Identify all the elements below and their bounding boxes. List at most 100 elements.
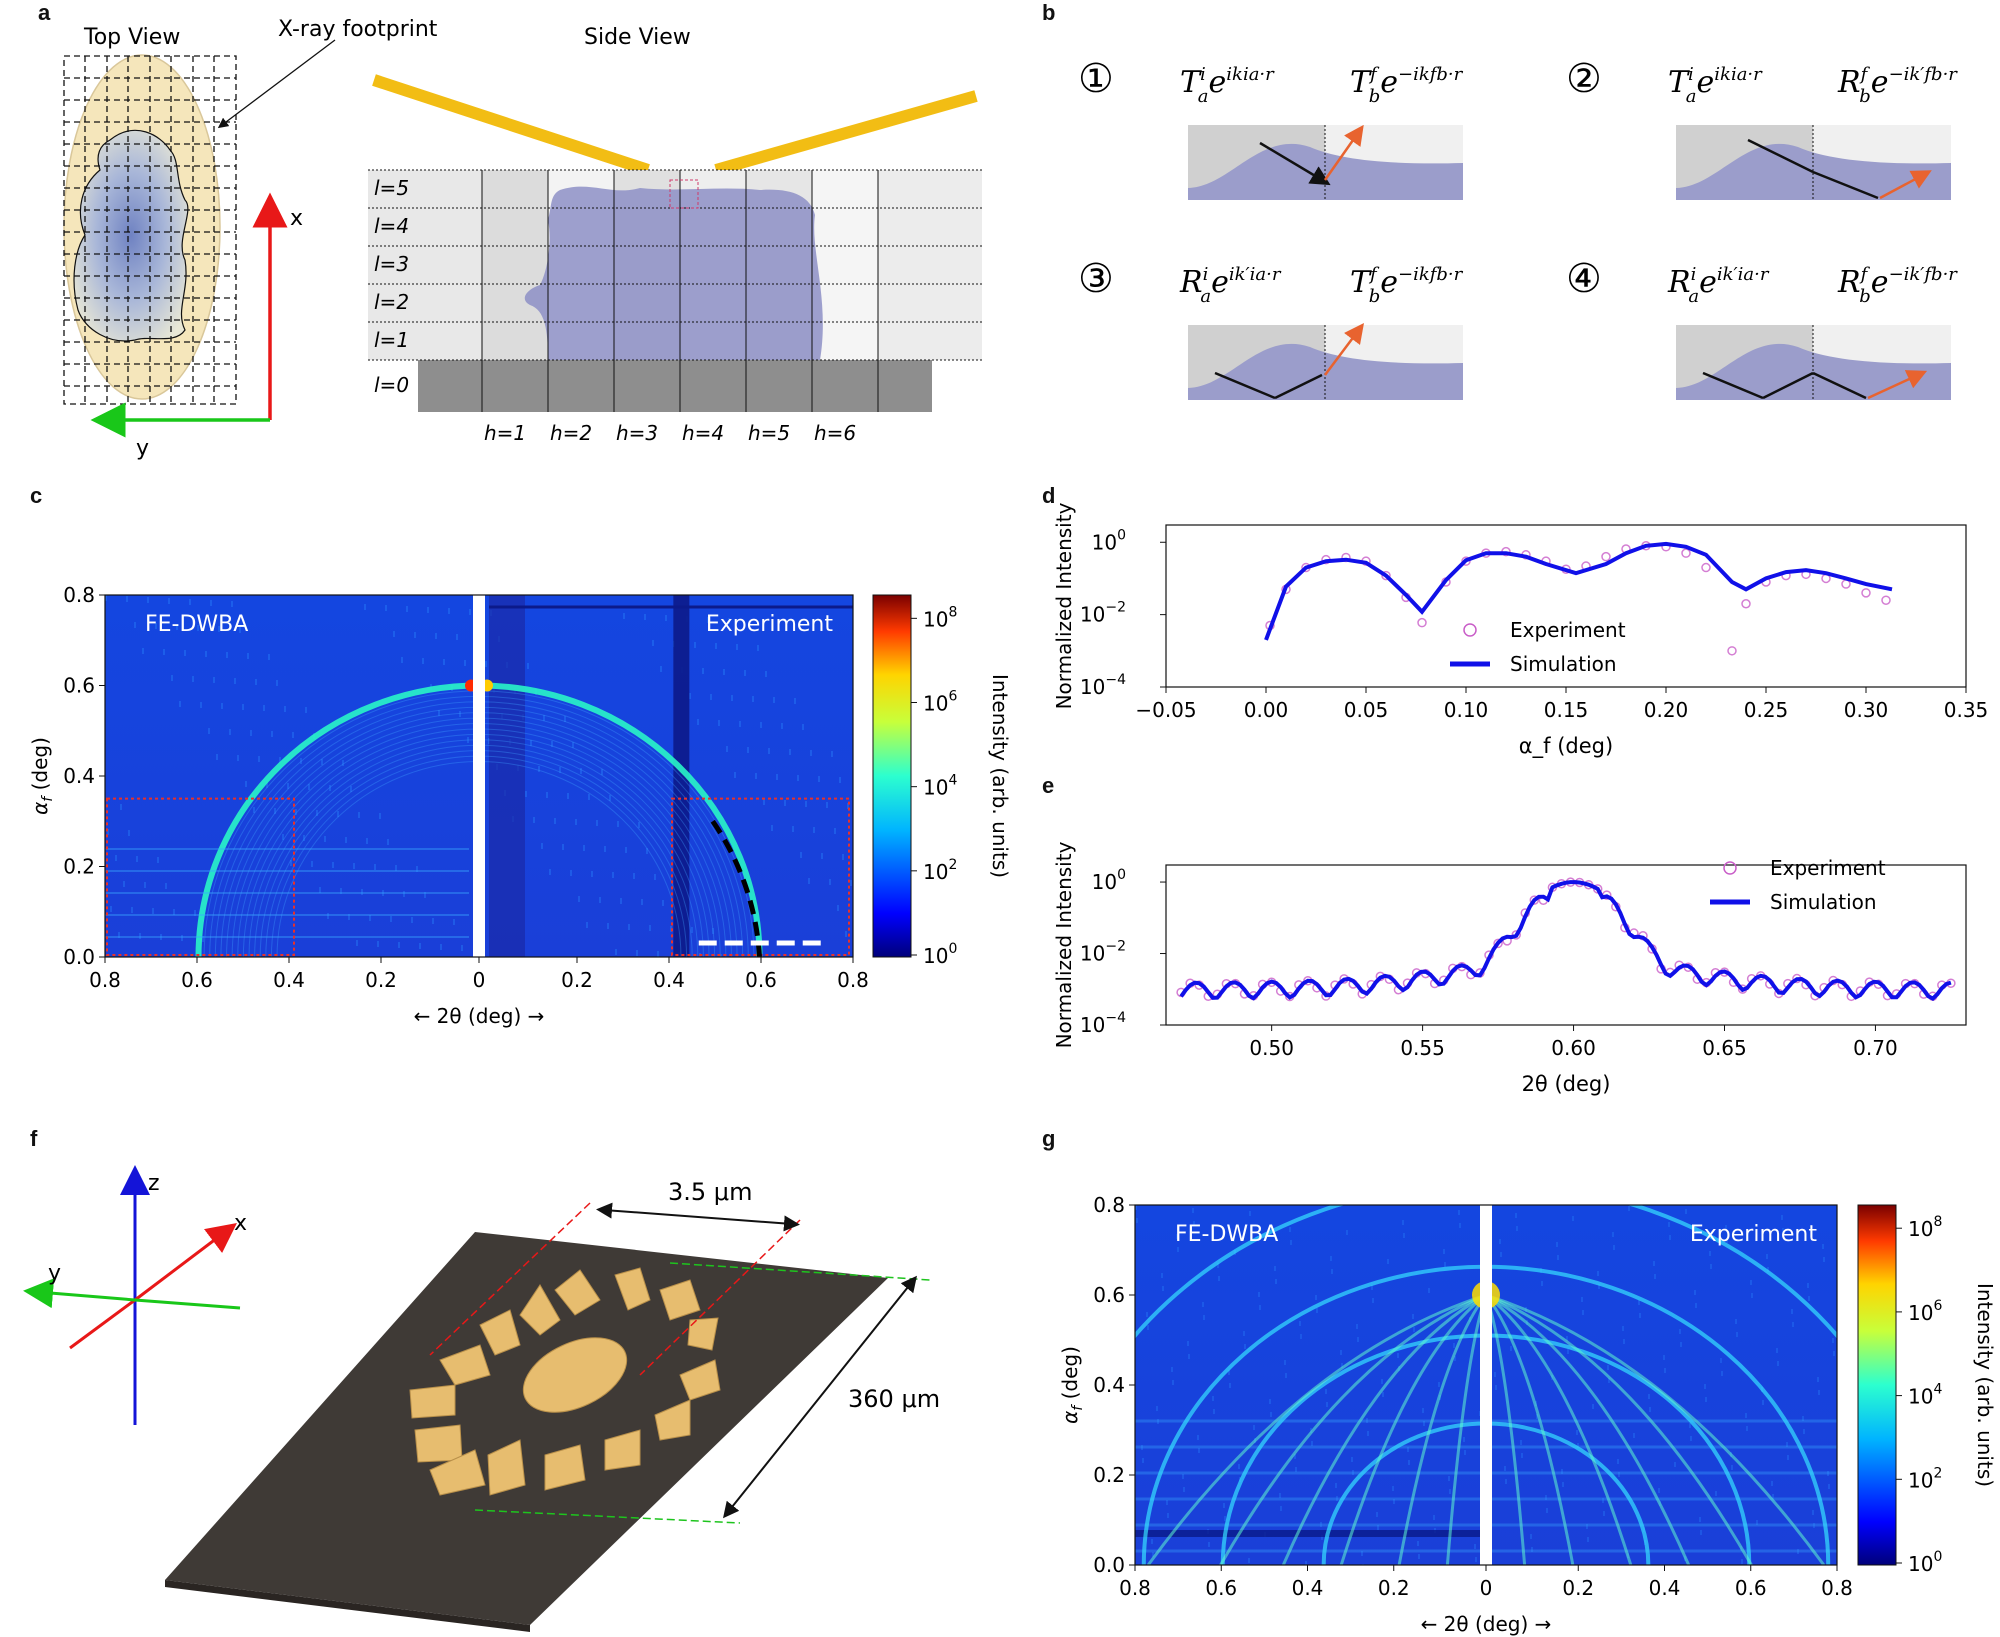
x-axis-label-f: x bbox=[234, 1211, 247, 1236]
y-tick-label: 0.0 bbox=[63, 945, 95, 969]
y-tick-label: 0.6 bbox=[63, 674, 95, 698]
svg-text:h=6: h=6 bbox=[814, 421, 856, 445]
footprint-pointer bbox=[217, 39, 336, 129]
scattering-path-1: ① Ti aeikia·r Tf be−ikfb·r bbox=[1078, 56, 1464, 200]
y-tick-label: 10−2 bbox=[1080, 939, 1126, 966]
x-tick-label: 0.6 bbox=[1205, 1576, 1237, 1600]
y-axis-line-f bbox=[134, 1298, 241, 1310]
scattering-path-2: ② Ti aeikia·r Rf be−ik′fb·r bbox=[1566, 56, 1958, 200]
y-tick-label: 0.8 bbox=[63, 583, 95, 607]
substrate-slab bbox=[165, 1232, 888, 1625]
series-simulation bbox=[1264, 541, 1893, 641]
x-axis-line-f bbox=[69, 1298, 136, 1350]
panel-f-figure: z x y 3.5 μm 360 μm bbox=[23, 1165, 940, 1632]
length-dimension-label: 360 μm bbox=[848, 1385, 940, 1413]
panel-g-figure: FE-DWBA Experiment 0.0 0.2 0.4 0.6 0.8 0.8 0.6 0.… bbox=[1058, 1193, 1997, 1636]
scattering-path-4: ④ Ri aeik′ia·r Rf be−ik′fb·r bbox=[1566, 256, 1958, 400]
panel-label-f: f bbox=[30, 1126, 38, 1151]
x-tick-label: 0.4 bbox=[653, 968, 685, 992]
y-tick-label: 0.4 bbox=[1093, 1373, 1125, 1397]
legend-marker-experiment bbox=[1723, 861, 1737, 875]
y-axis-title: Normalized Intensity bbox=[1052, 841, 1076, 1048]
x-tick-label: 0.15 bbox=[1544, 698, 1589, 722]
panel-label-a: a bbox=[38, 0, 51, 25]
legend-label-simulation: Simulation bbox=[1770, 890, 1877, 914]
outgoing-wave-term: Tf be−ikfb·r bbox=[1350, 264, 1464, 307]
x-axis-title: ← 2θ (deg) → bbox=[414, 1004, 545, 1028]
data-point bbox=[1381, 570, 1391, 581]
panel-label-g: g bbox=[1042, 1126, 1056, 1151]
side-view-label: Side View bbox=[584, 25, 691, 50]
x-tick-label: 0.20 bbox=[1644, 698, 1689, 722]
x-tick-label: 0.25 bbox=[1744, 698, 1789, 722]
y-tick-label: 100 bbox=[1092, 867, 1126, 894]
colorbar-title: Intensity (arb. units) bbox=[1973, 1283, 1997, 1487]
x-axis-title: ← 2θ (deg) → bbox=[1421, 1612, 1552, 1636]
colorbar-tick-label: 100 bbox=[923, 941, 957, 968]
x-tick-label: 0.50 bbox=[1249, 1036, 1294, 1060]
length-dimension-arrow bbox=[723, 1275, 917, 1519]
x-tick-label: 0.6 bbox=[745, 968, 777, 992]
panel-label-c: c bbox=[30, 483, 43, 508]
y-axis-title: Normalized Intensity bbox=[1052, 502, 1076, 709]
panel-e-chart: 10−4 10−2 100 0.50 0.55 0.60 0.65 0.70 2θ (deg) N… bbox=[1052, 841, 1967, 1096]
legend-marker-experiment bbox=[1463, 623, 1477, 637]
x-axis-title: 2θ (deg) bbox=[1522, 1072, 1611, 1096]
x-tick-label: 0.65 bbox=[1702, 1036, 1747, 1060]
x-tick-label: 0.35 bbox=[1944, 698, 1989, 722]
x-tick-label: 0.8 bbox=[89, 968, 121, 992]
side-sample bbox=[524, 186, 823, 360]
svg-text:h=4: h=4 bbox=[682, 421, 724, 445]
alpha-cut-line bbox=[710, 819, 762, 957]
data-point bbox=[1727, 646, 1737, 656]
panel-d-chart: 10−4 10−2 100 −0.05 0.00 0.05 0.10 0.15 0.20 0.25… bbox=[1052, 502, 1989, 759]
width-dimension-arrow bbox=[596, 1202, 800, 1232]
plot-frame bbox=[1165, 864, 1967, 1026]
y-axis-label-f: y bbox=[48, 1261, 61, 1286]
x-tick-label: 0.30 bbox=[1844, 698, 1889, 722]
x-tick-label: 0.8 bbox=[1821, 1576, 1853, 1600]
y-tick-label: 0.8 bbox=[1093, 1193, 1125, 1217]
panel-c-figure: FE-DWBA Experiment 0.0 0.2 0.4 0.6 0.8 0.8 0.6 0.… bbox=[28, 583, 1012, 1028]
x-tick-label: 0.05 bbox=[1344, 698, 1389, 722]
x-tick-label: 0.00 bbox=[1244, 698, 1289, 722]
svg-text:l=5: l=5 bbox=[374, 176, 409, 200]
y-tick-label: 10−4 bbox=[1080, 1010, 1126, 1037]
svg-text:h=5: h=5 bbox=[748, 421, 790, 445]
y-axis-title: αf (deg) bbox=[28, 737, 56, 815]
x-axis-label: x bbox=[290, 206, 303, 231]
x-tick-label: 0.8 bbox=[1119, 1576, 1151, 1600]
x-tick-label: 0.10 bbox=[1444, 698, 1489, 722]
panel-a-figure: Top View X-ray footprint x y Side View l… bbox=[63, 17, 982, 461]
data-point bbox=[1681, 548, 1691, 558]
colorbar bbox=[872, 594, 912, 958]
y-tick-label: 0.2 bbox=[1093, 1463, 1125, 1487]
y-axis-title: αf (deg) bbox=[1058, 1346, 1086, 1424]
panel-label-d: d bbox=[1042, 483, 1056, 508]
colorbar-tick-label: 102 bbox=[923, 857, 957, 884]
x-tick-label: 0.6 bbox=[181, 968, 213, 992]
x-tick-label: 0.4 bbox=[1292, 1576, 1324, 1600]
x-tick-label: 0.2 bbox=[1562, 1576, 1594, 1600]
colorbar-tick-label: 106 bbox=[1908, 1298, 1942, 1325]
data-point bbox=[1701, 562, 1711, 573]
data-point bbox=[1741, 598, 1751, 609]
experiment-label: Experiment bbox=[1690, 1222, 1817, 1247]
data-point bbox=[1417, 617, 1427, 628]
center-divider bbox=[473, 595, 485, 957]
incoming-wave-term: Ri aeik′ia·r bbox=[1667, 264, 1770, 307]
x-tick-label: 0 bbox=[473, 968, 486, 992]
x-tick-label: 0.4 bbox=[1649, 1576, 1681, 1600]
scattering-path-3: ③ Ri aeik′ia·r Tf be−ikfb·r bbox=[1078, 256, 1464, 400]
svg-text:l=2: l=2 bbox=[374, 290, 409, 314]
panel-label-e: e bbox=[1042, 773, 1055, 798]
x-tick-label: 0.2 bbox=[561, 968, 593, 992]
outgoing-wave-term: Tf be−ikfb·r bbox=[1350, 64, 1464, 107]
data-point bbox=[1461, 556, 1471, 566]
svg-text:l=3: l=3 bbox=[374, 252, 409, 276]
svg-text:l=1: l=1 bbox=[374, 328, 409, 352]
colorbar-tick-label: 106 bbox=[923, 689, 957, 716]
grid-dashed bbox=[63, 55, 237, 405]
data-point bbox=[1601, 551, 1611, 562]
y-tick-label: 0.4 bbox=[63, 764, 95, 788]
